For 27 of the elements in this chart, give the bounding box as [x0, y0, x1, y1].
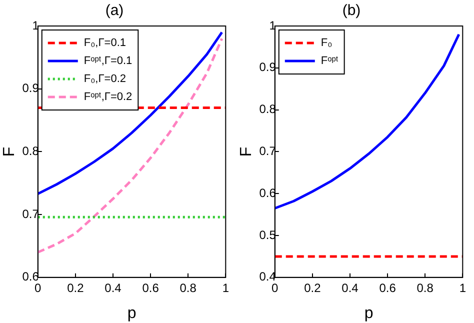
legend-label: F₀,Γ=0.1	[84, 37, 126, 50]
x-tick-label: 0.8	[180, 280, 197, 295]
x-tick-label: 0.2	[304, 280, 322, 295]
x-tick-label: 1	[222, 280, 230, 295]
line-series	[38, 37, 224, 254]
chart-title: (a)	[105, 2, 124, 20]
x-tick-label: 0.4	[104, 280, 122, 295]
x-tick-label: 0.2	[67, 280, 84, 295]
x-tick-label: 0.6	[142, 280, 160, 295]
legend-label: F₀	[320, 37, 332, 50]
y-axis-title: F	[1, 146, 18, 157]
x-tick-label: 0.4	[342, 280, 359, 295]
y-tick-label: 0.7	[22, 206, 40, 221]
legend-label: Fᵒᵖᵗ	[320, 55, 339, 68]
legend-label: Fᵒᵖᵗ,Γ=0.1	[84, 55, 132, 68]
x-tick-label: 0	[272, 280, 279, 295]
x-tick-label: 1	[459, 280, 466, 295]
x-tick-label: 0.6	[379, 280, 396, 295]
y-axis-title: F	[238, 146, 256, 157]
x-axis-title: p	[127, 304, 136, 322]
x-tick-label: 0	[34, 280, 42, 295]
x-tick-label: 0.8	[416, 280, 434, 295]
x-axis-title: p	[364, 304, 374, 322]
legend-label: Fᵒᵖᵗ,Γ=0.2	[84, 91, 132, 104]
legend-label: F₀,Γ=0.2	[84, 73, 126, 86]
y-tick-label: 0.7	[259, 144, 276, 158]
chart-title: (b)	[342, 2, 361, 20]
